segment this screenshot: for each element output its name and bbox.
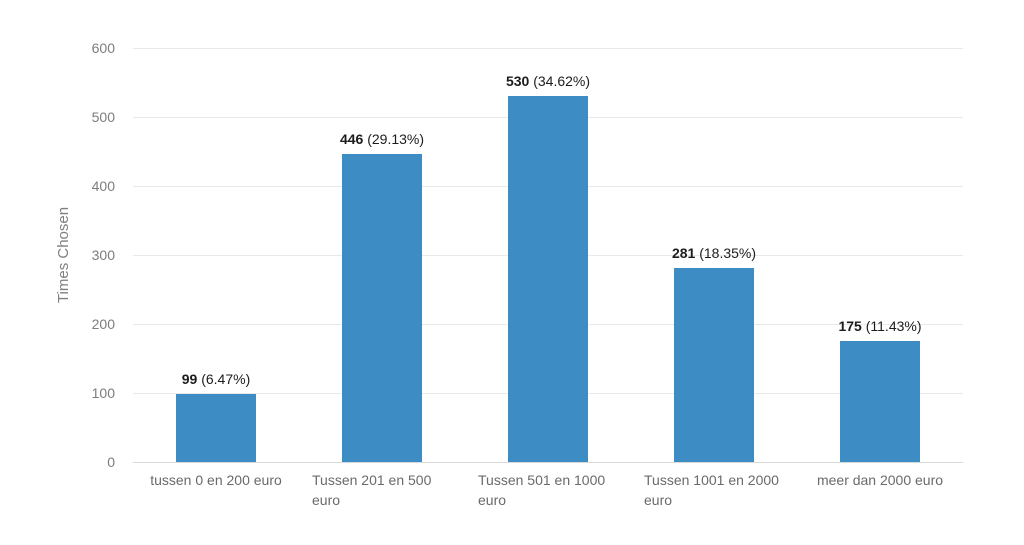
bar-value: 281 <box>671 245 696 262</box>
bar-value-label: 530 (34.62%) <box>506 73 590 89</box>
x-axis-label: Tussen 201 en 500 euro <box>312 472 432 508</box>
x-axis-label-slot: Tussen 501 en 1000 euro <box>465 470 631 510</box>
gridline <box>133 48 963 49</box>
bar <box>176 393 256 462</box>
x-axis-label: tussen 0 en 200 euro <box>150 472 282 488</box>
bar-percent: (6.47%) <box>197 370 251 387</box>
plot-area: 99 (6.47%) 446 (29.13%) 530 (34.62%) 281 (1… <box>133 48 963 463</box>
bar-value: 446 <box>339 131 364 148</box>
x-axis-baseline <box>133 462 963 463</box>
x-axis-label-slot: Tussen 201 en 500 euro <box>299 470 465 510</box>
bar-percent: (34.62%) <box>529 73 591 90</box>
bar-value: 175 <box>838 318 862 335</box>
x-axis-label-slot: tussen 0 en 200 euro <box>133 470 299 490</box>
x-axis-label-slot: Tussen 1001 en 2000 euro <box>631 470 797 510</box>
y-tick-label: 0 <box>107 454 115 470</box>
bar-value-label: 175 (11.43%) <box>838 318 921 334</box>
bar-percent: (29.13%) <box>363 131 425 148</box>
bar-value-label: 99 (6.47%) <box>182 371 251 387</box>
y-tick-label: 100 <box>91 385 115 401</box>
x-axis-label-slot: meer dan 2000 euro <box>797 470 963 490</box>
bar-percent: (18.35%) <box>695 245 757 262</box>
bar <box>508 96 588 462</box>
y-tick-label: 600 <box>91 40 115 56</box>
x-axis-label: meer dan 2000 euro <box>816 472 944 488</box>
bar-value: 530 <box>505 73 530 90</box>
bar <box>342 154 422 462</box>
x-axis-label: Tussen 1001 en 2000 euro <box>644 472 779 508</box>
y-tick-label: 400 <box>91 178 115 194</box>
bar-value-label: 281 (18.35%) <box>672 245 756 261</box>
y-tick-label: 200 <box>91 316 115 332</box>
x-axis-label: Tussen 501 en 1000 euro <box>478 472 606 508</box>
bar-percent: (11.43%) <box>861 318 922 335</box>
bar <box>674 268 754 462</box>
bar <box>840 341 920 462</box>
bar-value-label: 446 (29.13%) <box>340 131 424 147</box>
bar-value: 99 <box>181 370 198 387</box>
y-tick-label: 500 <box>91 109 115 125</box>
y-tick-label: 300 <box>91 247 115 263</box>
